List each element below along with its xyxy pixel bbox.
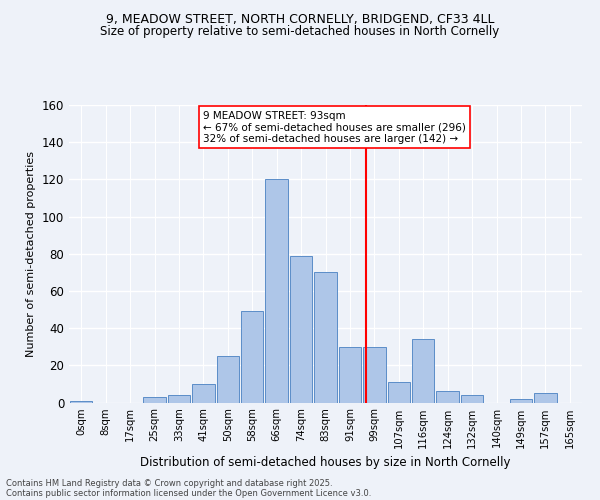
Bar [70,400,92,402]
Bar [314,272,337,402]
Bar [461,395,484,402]
Text: 9, MEADOW STREET, NORTH CORNELLY, BRIDGEND, CF33 4LL: 9, MEADOW STREET, NORTH CORNELLY, BRIDGE… [106,12,494,26]
Text: Size of property relative to semi-detached houses in North Cornelly: Size of property relative to semi-detach… [100,25,500,38]
Bar [338,346,361,403]
Bar [143,397,166,402]
X-axis label: Distribution of semi-detached houses by size in North Cornelly: Distribution of semi-detached houses by … [140,456,511,469]
Bar [192,384,215,402]
Bar [436,392,459,402]
Text: Contains HM Land Registry data © Crown copyright and database right 2025.: Contains HM Land Registry data © Crown c… [6,478,332,488]
Text: 9 MEADOW STREET: 93sqm
← 67% of semi-detached houses are smaller (296)
32% of se: 9 MEADOW STREET: 93sqm ← 67% of semi-det… [203,110,466,144]
Bar [217,356,239,403]
Bar [363,346,386,403]
Bar [167,395,190,402]
Bar [265,180,288,402]
Bar [534,393,557,402]
Bar [388,382,410,402]
Y-axis label: Number of semi-detached properties: Number of semi-detached properties [26,151,36,357]
Bar [290,256,313,402]
Bar [509,399,532,402]
Bar [412,340,434,402]
Bar [241,312,263,402]
Text: Contains public sector information licensed under the Open Government Licence v3: Contains public sector information licen… [6,488,371,498]
